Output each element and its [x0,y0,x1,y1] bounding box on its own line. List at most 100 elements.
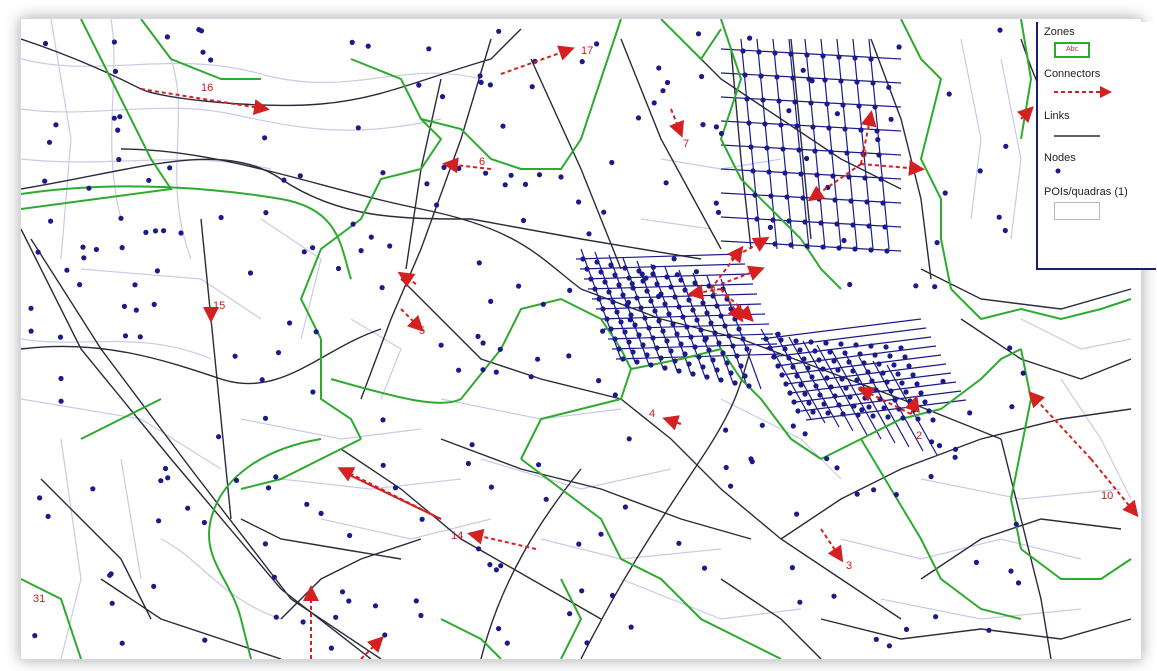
network-node [706,347,712,353]
network-node [928,473,934,480]
network-node [872,104,878,110]
network-node [896,44,902,50]
network-node [873,387,879,393]
network-node [696,354,702,360]
network-node [601,209,607,215]
network-node [380,170,386,176]
network-node [790,75,796,81]
legend-zones-row: Abc [1044,40,1156,62]
connector-label: 10 [1101,490,1113,502]
network-node [380,462,386,468]
network-node [347,532,353,539]
connector-arrow [400,308,424,332]
network-node [774,74,780,80]
network-node [655,293,662,300]
connector-arrow [662,415,682,431]
network-node [918,390,924,396]
network-node [610,299,616,305]
network-node [1015,580,1022,586]
network-node [810,409,816,415]
network-node [884,248,890,254]
network-node [416,82,422,88]
network-node [247,270,254,276]
network-node [809,374,815,380]
network-node [32,633,38,639]
network-node [151,301,157,307]
legend-pois-row [1044,200,1156,222]
grid-link [720,192,902,204]
network-node [886,643,893,649]
network-node [156,518,162,524]
network-node [164,34,170,40]
legend-node-dot-icon [1055,168,1061,174]
network-node [824,101,830,107]
network-node [756,49,762,55]
network-node [732,316,738,322]
network-node [133,307,139,313]
network-node [37,495,43,501]
network-node [806,400,812,406]
network-node [301,249,307,255]
network-node [111,39,117,45]
network-node [748,144,754,150]
grid-link [780,354,942,376]
network-node [608,326,614,332]
connector-arrow [467,528,537,550]
network-node [682,287,688,293]
network-node [86,185,92,191]
network-node [580,256,586,262]
network-node [823,340,829,346]
connector-arrow [669,108,684,138]
network-node [869,378,875,384]
network-node [1002,227,1008,234]
network-node [594,259,600,265]
network-node [858,386,864,392]
network-node [313,329,319,335]
network-node [262,541,268,547]
network-node [832,393,838,399]
network-node [208,57,214,63]
network-node [516,283,522,289]
connector-arrow [687,284,722,300]
grid-link [772,38,794,250]
network-node [885,414,891,420]
network-node [750,168,756,174]
network-node [835,367,841,373]
network-node [536,172,543,178]
network-node [263,210,269,216]
map-svg[interactable]: 1 2 3 4 5 6 7 8 10 14 15 16 17 31 [21,19,1141,659]
network-node [802,431,808,437]
network-node [566,353,572,359]
network-node [121,303,127,309]
network-node [790,423,796,429]
grid-link [868,38,890,250]
network-node [664,338,670,344]
network-node [886,84,892,90]
network-node [828,384,834,390]
network-node [813,383,819,389]
grid-link [775,345,937,367]
network-node [883,344,889,350]
network-node [635,115,642,121]
network-node [738,363,744,369]
network-node [788,242,794,248]
connector-arrow [807,163,862,202]
network-node [716,340,722,346]
network-node [832,197,838,203]
network-node [703,335,709,341]
network-node [839,376,845,382]
network-node [700,300,706,306]
network-node [718,377,724,383]
connector-label: 7 [683,138,689,150]
network-node [759,422,765,428]
network-node [576,541,582,547]
network-node [834,465,840,471]
map-canvas[interactable]: 1 2 3 4 5 6 7 8 10 14 15 16 17 31 [20,18,1142,660]
network-node [996,214,1002,220]
network-node [594,41,600,47]
network-node [690,371,696,377]
network-node [932,284,938,290]
network-node [840,411,846,417]
network-node [162,465,169,472]
network-node [161,228,167,234]
